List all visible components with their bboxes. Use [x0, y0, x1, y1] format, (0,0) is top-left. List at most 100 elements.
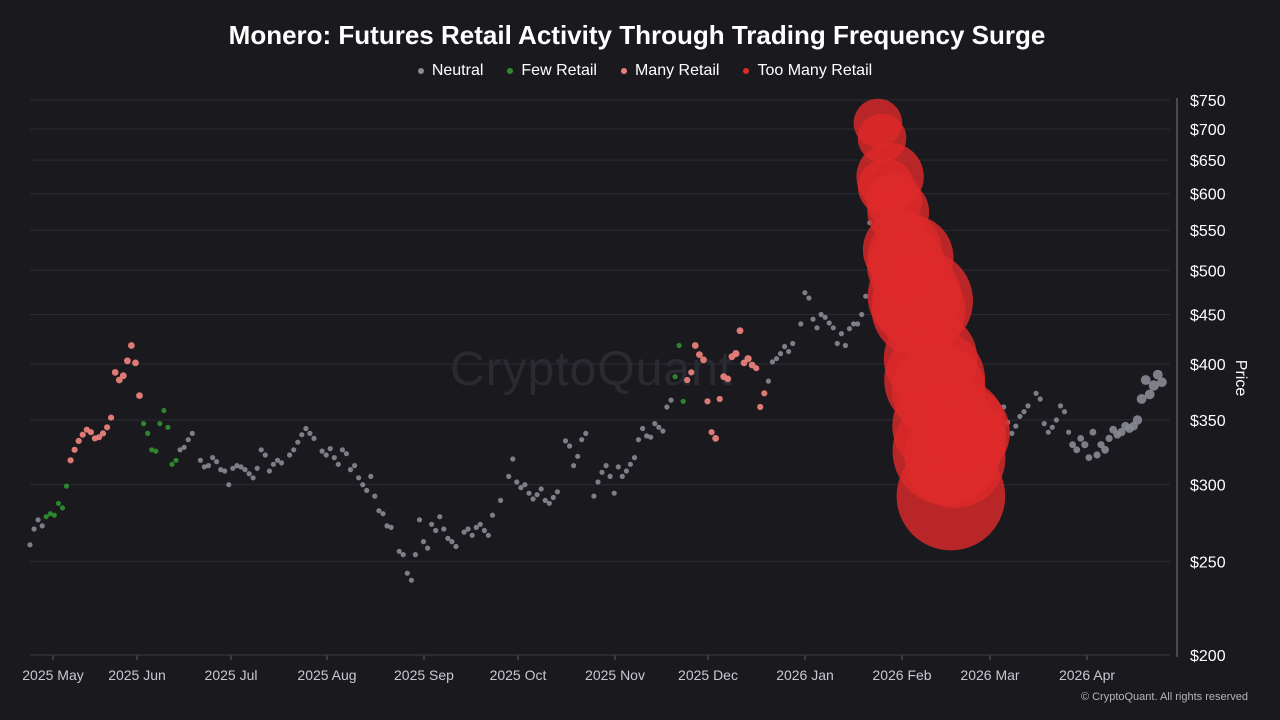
data-point-many — [71, 446, 78, 453]
y-tick-label: $200 — [1190, 648, 1226, 665]
data-point-neutral — [404, 570, 410, 576]
data-point-neutral — [380, 511, 386, 517]
data-point-neutral — [485, 532, 491, 538]
data-point-neutral — [323, 452, 329, 458]
data-point-neutral — [242, 467, 248, 473]
data-point-neutral — [27, 542, 33, 548]
data-point-neutral — [489, 512, 496, 518]
data-point-neutral — [567, 443, 573, 449]
data-point-many — [79, 431, 86, 438]
data-point-neutral — [222, 468, 228, 474]
data-point-neutral — [1057, 403, 1064, 409]
data-point-neutral — [291, 447, 297, 453]
data-point-neutral — [534, 492, 540, 498]
data-point-neutral — [343, 451, 349, 457]
data-point-neutral — [1069, 441, 1076, 449]
data-point-many — [136, 392, 143, 399]
data-point-few — [47, 511, 53, 517]
legend-item-few-retail[interactable]: Few Retail — [507, 62, 597, 80]
data-point-neutral — [546, 500, 552, 506]
legend-label-many-retail: Many Retail — [634, 62, 720, 79]
y-tick-label: $300 — [1190, 478, 1226, 495]
data-point-neutral — [364, 487, 370, 493]
data-point-neutral — [254, 465, 260, 471]
data-point-neutral — [376, 508, 382, 514]
data-point-neutral — [205, 463, 212, 469]
data-point-few — [165, 424, 171, 430]
data-point-neutral — [550, 494, 556, 501]
data-point-neutral — [1021, 409, 1027, 415]
data-point-neutral — [575, 453, 581, 459]
data-point-many — [732, 350, 740, 358]
data-point-neutral — [335, 461, 341, 467]
data-point-neutral — [347, 467, 354, 473]
data-point-neutral — [1061, 409, 1068, 415]
data-point-neutral — [518, 485, 524, 491]
data-point-neutral — [287, 452, 293, 458]
data-point-neutral — [319, 448, 325, 454]
data-point-neutral — [498, 497, 504, 503]
data-point-neutral — [1140, 375, 1151, 385]
data-point-many — [736, 327, 744, 335]
data-point-neutral — [765, 378, 772, 384]
legend-dot-few-retail — [507, 68, 514, 74]
data-point-neutral — [522, 482, 528, 488]
data-point-neutral — [615, 464, 621, 470]
y-axis-title: Price — [1232, 360, 1249, 397]
data-point-neutral — [400, 552, 406, 558]
legend-item-too-many-retail[interactable]: Too Many Retail — [743, 62, 872, 80]
data-point-neutral — [834, 340, 840, 347]
x-tick-label: 2025 Jul — [205, 667, 258, 683]
data-points — [27, 98, 1167, 583]
x-tick-label: 2026 Mar — [960, 667, 1019, 683]
data-point-neutral — [469, 532, 475, 538]
data-point-neutral — [838, 331, 845, 337]
y-tick-label: $650 — [1190, 153, 1226, 170]
data-point-neutral — [274, 457, 281, 463]
data-point-neutral — [607, 473, 613, 479]
data-point-neutral — [31, 526, 37, 532]
data-point-neutral — [1093, 451, 1101, 459]
data-point-neutral — [603, 463, 609, 469]
data-point-neutral — [514, 479, 520, 485]
y-tick-label: $450 — [1190, 307, 1226, 324]
data-point-neutral — [790, 340, 796, 347]
data-point-many — [700, 356, 707, 364]
data-point-neutral — [554, 489, 561, 495]
data-point-neutral — [782, 343, 788, 350]
data-point-many — [716, 395, 723, 403]
data-point-neutral — [185, 437, 191, 443]
data-point-neutral — [611, 490, 617, 496]
data-point-neutral — [1077, 435, 1085, 442]
data-point-neutral — [542, 497, 548, 503]
legend-label-neutral: Neutral — [431, 62, 484, 79]
data-point-many — [724, 375, 732, 383]
watermark: CryptoQuant — [450, 343, 734, 396]
legend-item-neutral[interactable]: Neutral — [417, 62, 484, 80]
data-point-neutral — [1017, 413, 1023, 419]
data-point-neutral — [822, 314, 828, 320]
data-point-neutral — [1148, 380, 1160, 391]
data-point-neutral — [234, 463, 240, 469]
data-point-neutral — [461, 529, 467, 535]
data-point-neutral — [360, 482, 366, 488]
y-tick-label: $250 — [1190, 554, 1226, 571]
data-point-neutral — [773, 356, 780, 362]
data-point-neutral — [664, 404, 670, 410]
data-point-few — [59, 505, 66, 511]
data-point-neutral — [295, 439, 301, 445]
data-point-neutral — [826, 320, 832, 326]
data-point-neutral — [177, 447, 183, 453]
data-point-neutral — [420, 539, 427, 545]
legend-item-many-retail[interactable]: Many Retail — [620, 62, 720, 80]
data-point-many — [761, 390, 768, 397]
legend-dot-neutral — [417, 68, 424, 74]
data-point-neutral — [1097, 441, 1105, 449]
data-point-neutral — [846, 326, 853, 332]
data-point-neutral — [1117, 428, 1126, 437]
data-point-neutral — [1013, 423, 1019, 429]
data-point-many — [132, 359, 139, 367]
legend-dot-many-retail — [620, 68, 627, 74]
data-point-few — [157, 421, 163, 427]
x-tick-label: 2026 Apr — [1059, 667, 1115, 683]
